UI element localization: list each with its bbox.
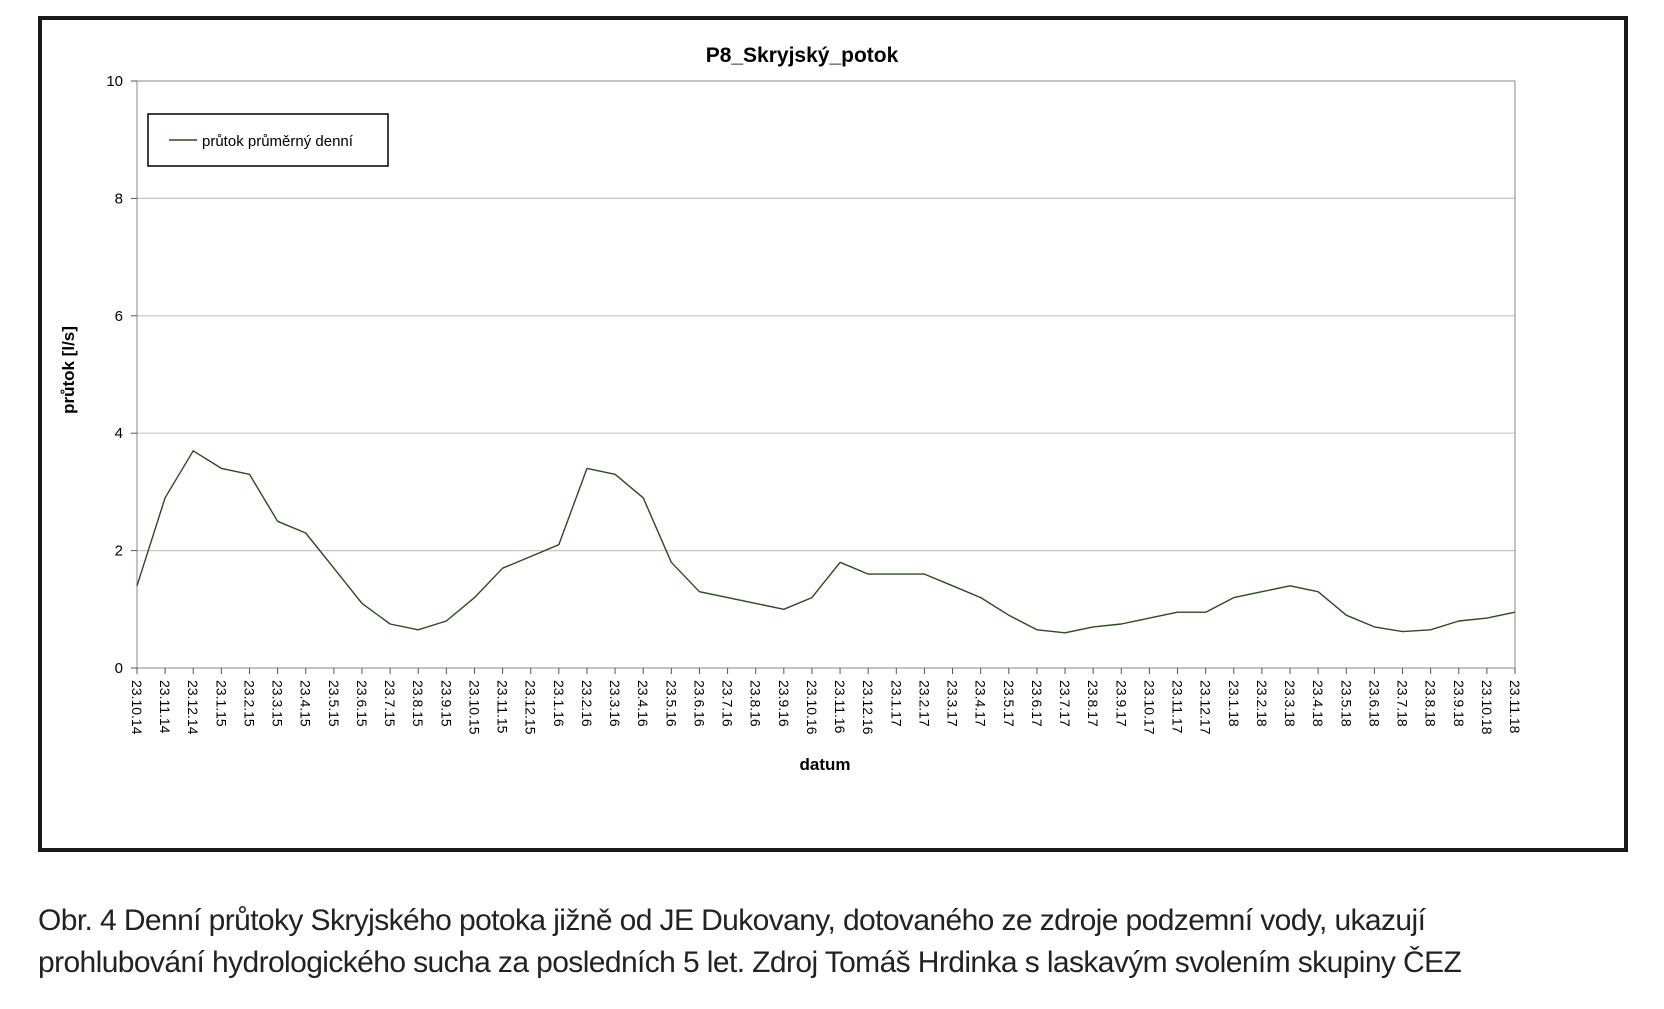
x-tick-label: 23.8.16	[748, 680, 764, 727]
x-tick-label: 23.9.16	[776, 680, 792, 727]
x-tick-label: 23.3.16	[607, 680, 623, 727]
x-axis-label: datum	[800, 755, 851, 774]
x-tick-label: 23.6.16	[691, 680, 707, 727]
series-line-prutok	[136, 450, 1516, 634]
x-tick-label: 23.5.18	[1338, 680, 1354, 727]
y-tick-label: 0	[115, 660, 123, 677]
legend: průtok průměrný denní	[147, 113, 389, 167]
x-tick-label: 23.1.16	[551, 680, 567, 727]
x-tick-label: 23.3.17	[945, 680, 961, 727]
grid-lines	[137, 197, 1515, 552]
x-tick-label: 23.2.17	[916, 680, 932, 727]
x-tick-label: 23.11.16	[832, 680, 848, 734]
x-tick-label: 23.2.15	[241, 680, 257, 727]
x-tick-label: 23.12.14	[185, 680, 201, 735]
x-tick-label: 23.11.17	[1170, 680, 1186, 734]
y-axis-label: průtok [l/s]	[59, 326, 78, 414]
x-tick-label: 23.8.15	[410, 680, 426, 727]
x-tick-label: 23.4.17	[973, 680, 989, 727]
x-tick-label: 23.5.17	[1001, 680, 1017, 727]
x-tick-label: 23.2.16	[579, 680, 595, 727]
y-axis-ticks: 0 2 4 6 8 10	[106, 73, 137, 677]
x-tick-label: 23.7.18	[1395, 680, 1411, 727]
x-tick-label: 23.6.15	[354, 680, 370, 727]
x-tick-label: 23.4.16	[635, 680, 651, 727]
chart-title: P8_Skryjský_potok	[706, 44, 899, 67]
x-tick-label: 23.11.15	[495, 680, 511, 734]
x-tick-label: 23.10.14	[129, 680, 145, 735]
x-tick-label: 23.10.15	[466, 680, 482, 735]
x-tick-label: 23.7.16	[720, 680, 736, 727]
x-tick-label: 23.3.15	[270, 680, 286, 727]
x-tick-label: 23.4.18	[1310, 680, 1326, 727]
figure-caption: Obr. 4 Denní průtoky Skryjského potoka j…	[38, 900, 1638, 984]
x-tick-label: 23.10.18	[1479, 680, 1495, 735]
x-tick-label: 23.8.17	[1085, 680, 1101, 727]
x-tick-label: 23.9.17	[1113, 680, 1129, 727]
x-tick-label: 23.5.16	[663, 680, 679, 727]
legend-entry-label: průtok průměrný denní	[202, 133, 354, 150]
x-tick-label: 23.9.15	[438, 680, 454, 727]
y-tick-label: 2	[115, 543, 123, 560]
x-tick-label: 23.12.16	[860, 680, 876, 735]
x-tick-label: 23.10.16	[804, 680, 820, 735]
x-tick-label: 23.11.18	[1507, 680, 1523, 734]
x-tick-label: 23.12.17	[1198, 680, 1214, 735]
y-tick-label: 4	[115, 425, 123, 442]
caption-line-1: Obr. 4 Denní průtoky Skryjského potoka j…	[38, 904, 1426, 937]
x-tick-label: 23.7.15	[382, 680, 398, 727]
x-tick-label: 23.2.18	[1254, 680, 1270, 727]
x-tick-label: 23.5.15	[326, 680, 342, 727]
x-tick-label: 23.12.15	[523, 680, 539, 735]
x-tick-label: 23.7.17	[1057, 680, 1073, 727]
x-tick-label: 23.3.18	[1282, 680, 1298, 727]
x-tick-label: 23.8.18	[1423, 680, 1439, 727]
x-tick-label: 23.1.15	[213, 680, 229, 727]
flow-chart: P8_Skryjský_potok 0 2 4 6 8 10 23.10.14 23.11.…	[59, 44, 1523, 774]
y-tick-label: 10	[106, 73, 123, 90]
x-tick-label: 23.11.14	[157, 680, 173, 734]
x-tick-label: 23.6.18	[1366, 680, 1382, 727]
chart-frame: P8_Skryjský_potok 0 2 4 6 8 10 23.10.14 23.11.…	[38, 16, 1628, 852]
caption-line-2: prohlubování hydrologického sucha za pos…	[38, 946, 1462, 979]
y-tick-label: 8	[115, 190, 123, 207]
plot-area	[136, 80, 1516, 669]
x-tick-label: 23.4.15	[298, 680, 314, 727]
x-tick-label: 23.1.18	[1226, 680, 1242, 727]
x-axis-ticks: 23.10.14 23.11.14 23.12.14 23.1.15 23.2.15 23…	[129, 668, 1523, 735]
x-tick-label: 23.10.17	[1141, 680, 1157, 735]
x-tick-label: 23.9.18	[1451, 680, 1467, 727]
x-tick-label: 23.6.17	[1029, 680, 1045, 727]
x-tick-label: 23.1.17	[888, 680, 904, 727]
y-tick-label: 6	[115, 308, 123, 325]
